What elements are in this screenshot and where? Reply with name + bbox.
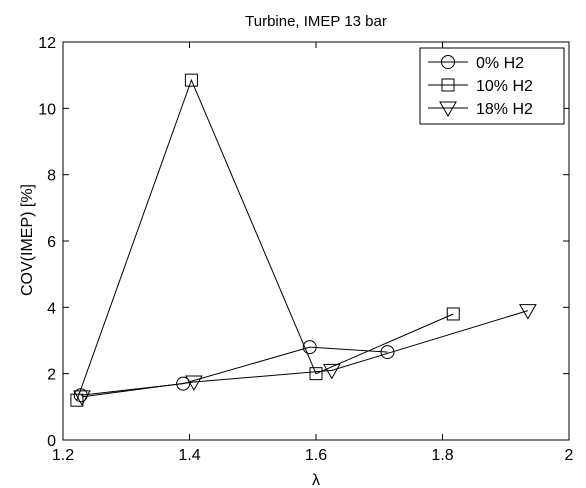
legend-label: 0% H2: [476, 55, 524, 72]
y-tick-label: 0: [47, 433, 56, 450]
series-line: [81, 310, 529, 398]
y-tick-label: 10: [38, 101, 56, 118]
legend: 0% H2 10% H2 18% H2: [419, 47, 565, 125]
data-point-circle: [380, 345, 395, 360]
x-axis-title: λ: [312, 472, 320, 488]
chart-title: Turbine, IMEP 13 bar: [245, 13, 387, 30]
data-point-square: [70, 393, 84, 407]
legend-entry: 0% H2: [428, 55, 524, 72]
legend-marker-square: [441, 78, 455, 92]
series-0: [73, 340, 395, 403]
legend-marker-triangle-down: [439, 101, 457, 118]
y-tick-label: 8: [47, 168, 56, 185]
series-line: [80, 346, 388, 396]
y-tick-label: 6: [47, 234, 56, 251]
data-point-square: [309, 367, 323, 381]
legend-entry: 18% H2: [428, 101, 533, 118]
legend-entry: 10% H2: [428, 78, 533, 95]
legend-box: [419, 47, 565, 125]
legend-label: 10% H2: [476, 78, 533, 95]
data-point-square: [446, 307, 460, 321]
x-tick-label: 2: [565, 447, 574, 464]
y-tick-label: 12: [38, 35, 56, 52]
y-tick-label: 2: [47, 367, 56, 384]
y-tick-label: 4: [47, 300, 56, 317]
y-axis-title: COV(IMEP) [%]: [19, 184, 36, 296]
series-2: [73, 304, 537, 406]
data-point-triangle-down: [322, 363, 341, 380]
data-point-triangle-down: [185, 375, 203, 391]
x-tick-label: 1.2: [52, 447, 74, 464]
legend-label: 18% H2: [476, 101, 533, 118]
legend-marker-circle: [441, 55, 455, 69]
data-point-triangle-down: [73, 390, 91, 406]
data-point-circle: [176, 376, 191, 391]
series-1: [70, 73, 460, 407]
x-tick-label: 1.4: [178, 447, 200, 464]
data-point-circle: [302, 340, 317, 355]
series-line: [76, 78, 454, 401]
data-point-triangle-down: [519, 304, 537, 320]
x-tick-label: 1.6: [305, 447, 327, 464]
x-tick-label: 1.8: [431, 447, 453, 464]
data-point-square: [184, 73, 198, 87]
